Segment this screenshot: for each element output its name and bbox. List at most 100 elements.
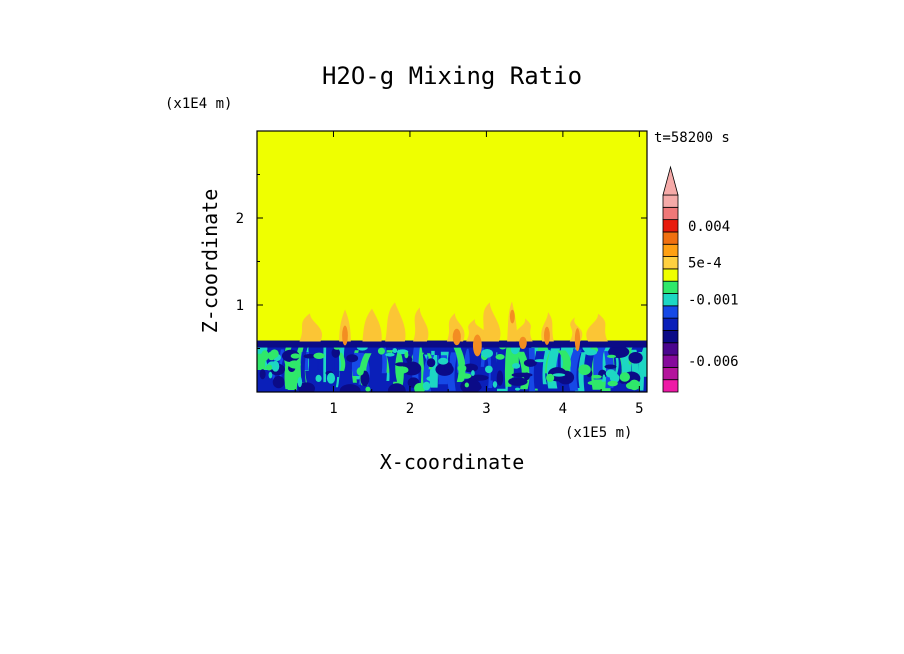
inversion-band bbox=[257, 340, 647, 348]
y-axis-unit: (x1E4 m) bbox=[165, 96, 232, 112]
moist-plume bbox=[586, 313, 608, 342]
moist-plume bbox=[466, 319, 486, 342]
dry-core bbox=[387, 383, 406, 392]
turbulent-streak bbox=[265, 342, 275, 366]
colorbar-swatch bbox=[662, 317, 679, 331]
dry-core bbox=[406, 356, 413, 363]
moist-plume bbox=[362, 308, 382, 342]
x-tick-label: 2 bbox=[406, 401, 414, 417]
moist-blob bbox=[602, 374, 606, 382]
moist-plume bbox=[481, 302, 501, 342]
moist-blob bbox=[404, 351, 409, 359]
dry-core bbox=[331, 347, 340, 358]
dry-core bbox=[346, 354, 359, 363]
y-tick-label: 1 bbox=[236, 298, 244, 314]
plume-core bbox=[544, 326, 550, 345]
x-axis-label: X-coordinate bbox=[380, 450, 525, 474]
moist-plume bbox=[299, 313, 323, 342]
moist-blob bbox=[422, 381, 431, 391]
moist-blob bbox=[265, 364, 273, 371]
moist-blob bbox=[268, 371, 273, 379]
moist-blob bbox=[457, 364, 467, 373]
moist-blob bbox=[438, 357, 449, 365]
colorbar-swatch bbox=[662, 206, 679, 221]
turbulent-streak bbox=[300, 346, 308, 383]
dry-core bbox=[339, 384, 361, 392]
colorbar-swatch bbox=[662, 379, 679, 393]
dry-core bbox=[511, 372, 533, 378]
x-tick-label: 1 bbox=[329, 401, 337, 417]
x-tick-label: 4 bbox=[559, 401, 567, 417]
plume-core bbox=[509, 309, 515, 324]
moist-blob bbox=[584, 349, 598, 356]
moist-blob bbox=[607, 380, 618, 387]
turbulent-streak bbox=[528, 348, 536, 392]
moist-blob bbox=[471, 370, 475, 377]
moist-blob bbox=[519, 352, 523, 357]
moist-blob bbox=[460, 373, 472, 379]
turbulent-streak bbox=[337, 352, 346, 371]
moist-blob bbox=[313, 352, 325, 359]
moist-blob bbox=[606, 354, 616, 359]
dry-core bbox=[303, 354, 317, 359]
chart-title: H2O-g Mixing Ratio bbox=[322, 62, 582, 90]
moist-blob bbox=[492, 381, 498, 388]
dry-core bbox=[508, 377, 528, 386]
x-tick-label: 5 bbox=[635, 401, 643, 417]
moist-blob bbox=[495, 353, 505, 360]
plume-core bbox=[519, 336, 527, 349]
turbulent-streak bbox=[557, 350, 572, 371]
colorbar-label: -0.001 bbox=[688, 293, 739, 309]
turbulent-streak bbox=[593, 346, 606, 375]
mixing-ratio-field bbox=[257, 301, 647, 392]
time-label: t=58200 s bbox=[654, 130, 730, 146]
colorbar-swatch bbox=[662, 354, 679, 368]
turbulent-streak bbox=[323, 345, 327, 383]
x-axis-ticks: 1 2 3 4 5 bbox=[294, 131, 644, 417]
moist-blob bbox=[261, 350, 269, 362]
colorbar-label: 5e-4 bbox=[688, 256, 722, 272]
moist-plume bbox=[385, 302, 406, 342]
moist-blob bbox=[587, 381, 597, 385]
moist-blob bbox=[515, 387, 521, 391]
moist-blob bbox=[414, 383, 426, 392]
colorbar-swatch bbox=[662, 243, 679, 257]
moist-blob bbox=[552, 373, 566, 377]
moist-blob bbox=[385, 352, 395, 357]
dry-core bbox=[444, 362, 453, 373]
turbulent-streak bbox=[453, 347, 466, 382]
moist-blob bbox=[377, 347, 385, 355]
y-axis-ticks: 12 bbox=[236, 174, 647, 349]
colorbar-label: -0.006 bbox=[688, 354, 739, 370]
dry-core bbox=[285, 350, 293, 362]
colorbar-swatch bbox=[662, 280, 679, 294]
dry-core bbox=[426, 358, 436, 368]
colorbar-swatch bbox=[662, 293, 679, 307]
dry-core bbox=[460, 378, 481, 392]
colorbar-swatch bbox=[662, 231, 679, 245]
plume-core bbox=[472, 334, 482, 357]
plume-core bbox=[342, 325, 348, 346]
moist-blob bbox=[426, 376, 436, 382]
moist-blob bbox=[315, 374, 322, 383]
moist-blob bbox=[625, 382, 637, 390]
moist-blob bbox=[546, 373, 555, 382]
colorbar-swatch bbox=[662, 219, 679, 233]
moist-blob bbox=[288, 360, 301, 369]
dry-core bbox=[628, 351, 643, 364]
colorbar-label: 0.004 bbox=[688, 219, 730, 235]
x-axis-unit: (x1E5 m) bbox=[565, 425, 632, 441]
moist-blob bbox=[481, 348, 494, 358]
colorbar-swatch bbox=[662, 194, 679, 208]
dry-core bbox=[272, 375, 285, 389]
dry-core bbox=[523, 359, 537, 367]
moist-blob bbox=[534, 359, 547, 363]
colorbar: 0.004 5e-4 -0.001 -0.006 bbox=[662, 165, 739, 393]
y-axis-label: Z-coordinate bbox=[198, 189, 222, 334]
moist-blob bbox=[267, 351, 276, 361]
moist-blob bbox=[512, 362, 521, 369]
moist-blob bbox=[271, 360, 280, 372]
moist-blob bbox=[591, 374, 602, 379]
moist-blob bbox=[464, 382, 469, 388]
